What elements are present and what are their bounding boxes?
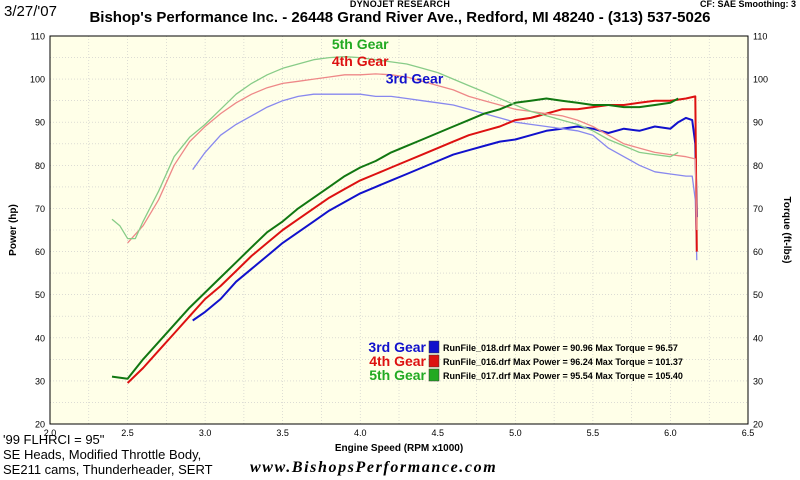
x-tick: 4.5: [432, 428, 445, 438]
series-line-5th-gear-torque: [111, 56, 679, 240]
series-line-4th-gear-power: [126, 95, 698, 384]
y-tick-left: 100: [30, 75, 45, 85]
chart-header: Bishop's Performance Inc. - 26448 Grand …: [89, 9, 711, 26]
series-line-3rd-gear-power: [192, 116, 698, 322]
x-tick: 5.0: [509, 428, 522, 438]
y-tick-left: 30: [35, 376, 45, 386]
legend-swatch: [428, 354, 440, 368]
y-tick-left: 80: [35, 161, 45, 171]
y-tick-left: 70: [35, 204, 45, 214]
y-tick-right: 80: [753, 161, 763, 171]
legend-entry-text: RunFile_018.drf Max Power = 90.96 Max To…: [443, 343, 678, 353]
gear-label: 4th Gear: [332, 53, 389, 69]
gear-label: 5th Gear: [332, 36, 389, 52]
website-text: www.BishopsPerformance.com: [250, 459, 498, 476]
y-tick-right: 110: [753, 32, 767, 42]
y-tick-right: 20: [753, 420, 763, 430]
mods-note-1: SE Heads, Modified Throttle Body,: [3, 447, 202, 462]
y-tick-left: 20: [35, 420, 45, 430]
plot-frame: [49, 35, 749, 425]
legend-gear-label: 3rd Gear: [368, 339, 426, 355]
legend-swatch: [428, 340, 440, 354]
x-tick: 5.5: [587, 428, 600, 438]
legend-entry-text: RunFile_016.drf Max Power = 96.24 Max To…: [443, 357, 683, 367]
y-tick-right: 40: [753, 333, 763, 343]
y-axis-title-right: Torque (ft-lbs): [781, 196, 792, 263]
series-line-5th-gear-power: [111, 97, 679, 380]
dynojet-label: DYNOJET RESEARCH: [349, 0, 451, 9]
x-tick: 3.0: [199, 428, 212, 438]
x-tick: 2.0: [44, 428, 57, 438]
y-tick-left: 50: [35, 290, 45, 300]
x-tick: 6.0: [664, 428, 677, 438]
y-tick-left: 110: [31, 32, 45, 42]
x-tick: 2.5: [121, 428, 134, 438]
gear-label: 3rd Gear: [386, 70, 444, 86]
series-line-3rd-gear-torque: [192, 93, 698, 261]
chart-date: 3/27/'07: [4, 3, 57, 20]
mods-note-2: SE211 cams, Thunderheader, SERT: [3, 462, 213, 477]
y-tick-right: 30: [753, 376, 763, 386]
legend-gear-label: 4th Gear: [369, 353, 426, 369]
series-line-4th-gear-torque: [127, 73, 698, 244]
cf-smoothing-info: CF: SAE Smoothing: 3: [700, 0, 796, 9]
y-tick-right: 50: [753, 290, 763, 300]
y-tick-left: 90: [35, 118, 45, 128]
x-axis-title: Engine Speed (RPM x1000): [335, 443, 463, 454]
legend-swatch: [428, 368, 440, 382]
x-tick: 4.0: [354, 428, 367, 438]
x-tick: 6.5: [742, 428, 755, 438]
y-axis-title-left: Power (hp): [8, 204, 19, 256]
y-tick-right: 60: [753, 247, 763, 257]
legend-entry-text: RunFile_017.drf Max Power = 95.54 Max To…: [443, 371, 683, 381]
x-tick: 3.5: [276, 428, 289, 438]
y-tick-right: 100: [753, 75, 768, 85]
y-tick-left: 60: [35, 247, 45, 257]
vehicle-note: '99 FLHRCI = 95": [3, 432, 105, 447]
y-tick-left: 40: [35, 333, 45, 343]
y-tick-right: 90: [753, 118, 763, 128]
y-tick-right: 70: [753, 204, 763, 214]
legend-gear-label: 5th Gear: [369, 367, 426, 383]
